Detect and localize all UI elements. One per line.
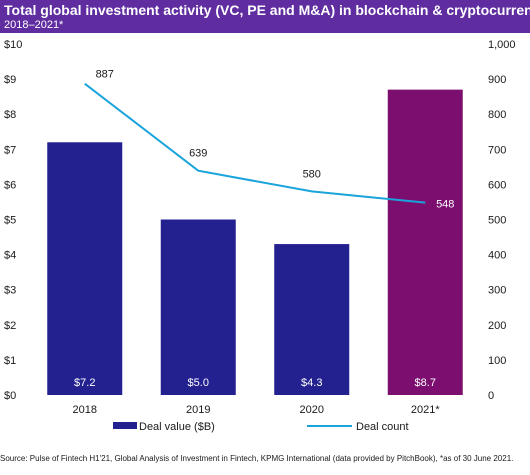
chart-title: Total global investment activity (VC, PE… bbox=[4, 2, 530, 18]
right-axis-tick-label: 800 bbox=[488, 109, 506, 121]
legend-line-label: Deal count bbox=[356, 421, 409, 433]
line-point-label: 639 bbox=[189, 148, 207, 160]
bar bbox=[274, 244, 350, 395]
right-axis-tick-label: 400 bbox=[488, 250, 506, 262]
right-axis-tick-label: 100 bbox=[488, 355, 506, 367]
left-axis-tick-label: $5 bbox=[4, 215, 16, 227]
bar-value-label: $8.7 bbox=[415, 377, 436, 389]
line-point-label: 887 bbox=[96, 69, 114, 81]
left-axis-tick-label: $7 bbox=[4, 144, 16, 156]
x-axis-tick-label: 2020 bbox=[300, 404, 324, 416]
chart-subtitle: 2018–2021* bbox=[4, 19, 64, 31]
right-axis: 0 100 200 300 400 500 600 700 800 900 1,000 bbox=[488, 39, 516, 402]
left-axis-tick-label: $9 bbox=[4, 74, 16, 86]
bar-value-label: $4.3 bbox=[301, 377, 322, 389]
x-axis-tick-label: 2019 bbox=[186, 404, 210, 416]
left-axis-tick-label: $10 bbox=[4, 39, 22, 51]
left-axis-tick-label: $1 bbox=[4, 355, 16, 367]
right-axis-tick-label: 500 bbox=[488, 215, 506, 227]
bar-series bbox=[47, 89, 463, 395]
right-axis-tick-label: 600 bbox=[488, 179, 506, 191]
line-point-label: 580 bbox=[303, 168, 321, 180]
left-axis: $0 $1 $2 $3 $4 $5 $6 $7 $8 $9 $10 bbox=[4, 39, 22, 402]
bar bbox=[387, 89, 463, 395]
combo-chart: $0 $1 $2 $3 $4 $5 $6 $7 $8 $9 $10 0 100 200 300 400 500… bbox=[4, 39, 516, 433]
line-series: 887 639 580 548 bbox=[84, 69, 454, 211]
source-note: Source: Pulse of Fintech H1'21, Global A… bbox=[0, 454, 514, 463]
x-axis-tick-label: 2021* bbox=[411, 404, 440, 416]
left-axis-tick-label: $0 bbox=[4, 390, 16, 402]
legend-bar-label: Deal value ($B) bbox=[139, 421, 215, 433]
right-axis-tick-label: 0 bbox=[488, 390, 494, 402]
right-axis-tick-label: 300 bbox=[488, 285, 506, 297]
right-axis-tick-label: 900 bbox=[488, 74, 506, 86]
bar-value-label: $7.2 bbox=[74, 377, 95, 389]
left-axis-tick-label: $6 bbox=[4, 179, 16, 191]
line-point-label: 548 bbox=[436, 199, 454, 211]
bar-value-label: $5.0 bbox=[188, 377, 209, 389]
right-axis-tick-label: 1,000 bbox=[488, 39, 516, 51]
bar bbox=[160, 219, 236, 395]
bar-value-labels: $7.2 $5.0 $4.3 $8.7 bbox=[74, 377, 436, 389]
left-axis-tick-label: $4 bbox=[4, 250, 16, 262]
left-axis-tick-label: $2 bbox=[4, 320, 16, 332]
chart-header: Total global investment activity (VC, PE… bbox=[0, 0, 530, 33]
x-axis: 2018 2019 2020 2021* bbox=[73, 404, 441, 416]
deal-count-line bbox=[84, 82, 426, 204]
legend-bar-swatch bbox=[113, 422, 137, 429]
left-axis-tick-label: $8 bbox=[4, 109, 16, 121]
x-axis-tick-label: 2018 bbox=[73, 404, 97, 416]
left-axis-tick-label: $3 bbox=[4, 285, 16, 297]
right-axis-tick-label: 200 bbox=[488, 320, 506, 332]
bar bbox=[47, 142, 123, 395]
right-axis-tick-label: 700 bbox=[488, 144, 506, 156]
legend: Deal value ($B) Deal count bbox=[113, 421, 409, 433]
